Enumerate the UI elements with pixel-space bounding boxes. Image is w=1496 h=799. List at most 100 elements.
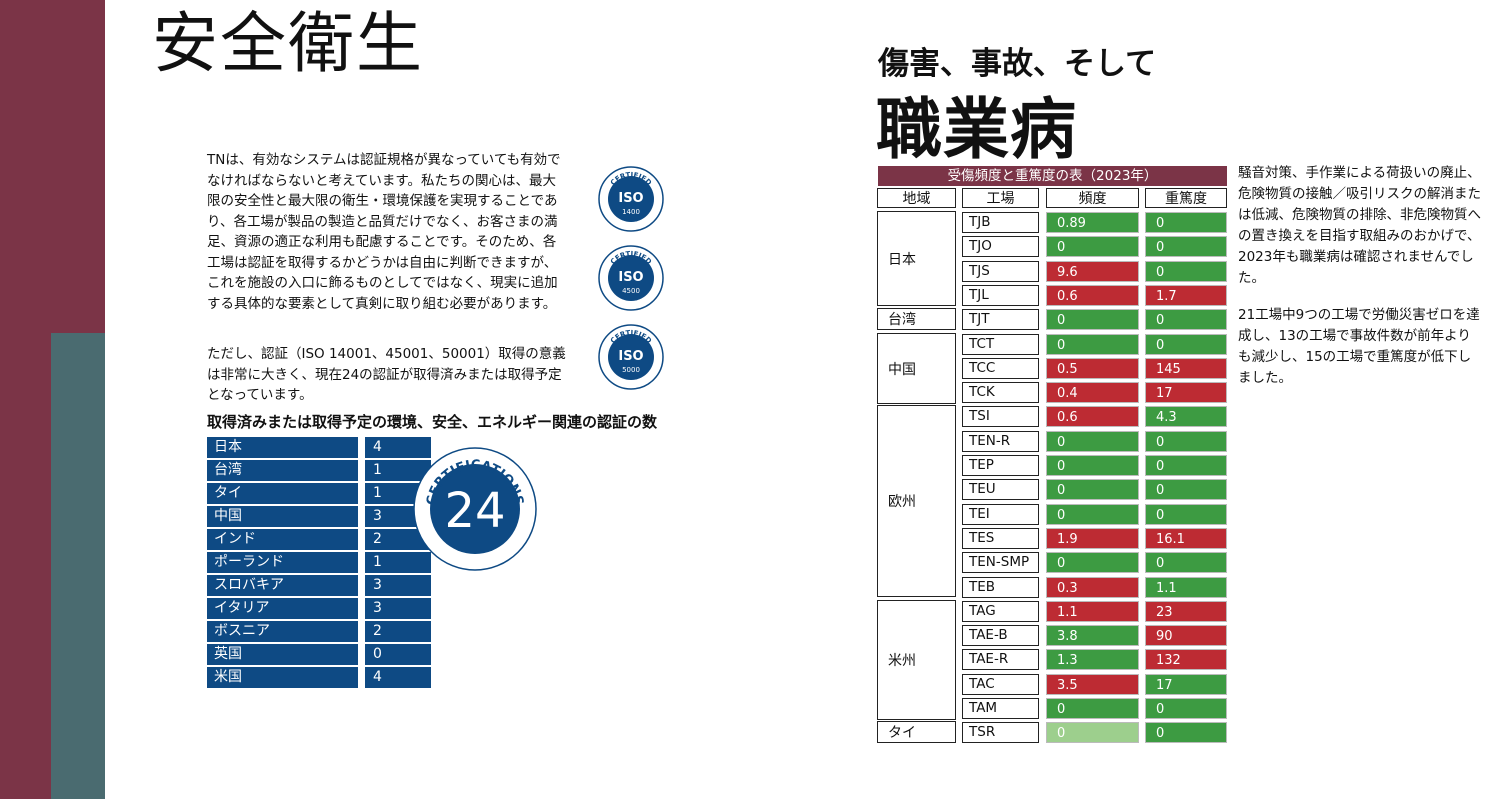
frequency-cell: 0: [1046, 334, 1139, 355]
frequency-cell: 0: [1046, 722, 1139, 743]
iso-badge-mid-text: ISO: [618, 349, 643, 364]
frequency-cell: 3.8: [1046, 625, 1139, 646]
frequency-cell: 0: [1046, 455, 1139, 476]
plant-cell: TAC: [962, 674, 1039, 695]
cert-country: 台湾: [207, 460, 358, 481]
cert-count: 4: [365, 667, 431, 688]
frequency-cell: 3.5: [1046, 674, 1139, 695]
plant-cell: TES: [962, 528, 1039, 549]
cert-country: スロバキア: [207, 575, 358, 596]
severity-cell: 0: [1145, 455, 1227, 476]
header-plant: 工場: [962, 188, 1039, 208]
header-severity: 重篤度: [1145, 188, 1227, 208]
page-title: 安全衛生: [152, 5, 424, 82]
plant-cell: TCT: [962, 334, 1039, 355]
plant-cell: TJT: [962, 309, 1039, 330]
iso-badge-number: 4500: [622, 287, 640, 295]
frequency-cell: 0: [1046, 504, 1139, 525]
plant-cell: TEP: [962, 455, 1039, 476]
cert-count: 0: [365, 644, 431, 665]
severity-cell: 0: [1145, 334, 1227, 355]
frequency-cell: 0.5: [1046, 358, 1139, 379]
certifications-heading: 取得済みまたは取得予定の環境、安全、エネルギー関連の認証の数: [207, 413, 658, 431]
injury-table-title: 受傷頻度と重篤度の表（2023年）: [878, 166, 1227, 186]
severity-cell: 1.1: [1145, 577, 1227, 598]
severity-cell: 23: [1145, 601, 1227, 622]
plant-cell: TAM: [962, 698, 1039, 719]
plant-cell: TJB: [962, 212, 1039, 233]
plant-cell: TEB: [962, 577, 1039, 598]
cert-row: タイ 1: [207, 483, 431, 506]
frequency-cell: 0: [1046, 552, 1139, 573]
iso-badge-number: 1400: [622, 208, 640, 216]
severity-cell: 0: [1145, 309, 1227, 330]
cert-row: 日本 4: [207, 437, 431, 460]
region-cell: タイ: [877, 721, 956, 743]
frequency-cell: 1.9: [1046, 528, 1139, 549]
header-region: 地域: [877, 188, 956, 208]
iso-badge-number: 5000: [622, 366, 640, 374]
frequency-cell: 0.6: [1046, 285, 1139, 306]
cert-country: ポーランド: [207, 552, 358, 573]
cert-country: 米国: [207, 667, 358, 688]
cert-row: 米国 4: [207, 667, 431, 690]
cert-count: 3: [365, 575, 431, 596]
cert-count: 1: [365, 552, 431, 573]
plant-cell: TCC: [962, 358, 1039, 379]
frequency-cell: 0: [1046, 309, 1139, 330]
cert-row: 中国 3: [207, 506, 431, 529]
cert-country: 中国: [207, 506, 358, 527]
severity-cell: 1.7: [1145, 285, 1227, 306]
severity-cell: 0: [1145, 212, 1227, 233]
frequency-cell: 9.6: [1046, 261, 1139, 282]
region-cell: 欧州: [877, 405, 956, 597]
cert-row: イタリア 3: [207, 598, 431, 621]
region-cell: 中国: [877, 333, 956, 404]
iso-5000-badge-icon: CERTIFIED ISO 5000: [598, 324, 664, 390]
cert-count: 2: [365, 621, 431, 642]
frequency-cell: 0.4: [1046, 382, 1139, 403]
severity-cell: 0: [1145, 479, 1227, 500]
region-cell: 米州: [877, 600, 956, 720]
frequency-cell: 1.3: [1046, 649, 1139, 670]
severity-cell: 0: [1145, 431, 1227, 452]
cert-country: タイ: [207, 483, 358, 504]
iso-badge-mid-text: ISO: [618, 270, 643, 285]
iso-badge-mid-text: ISO: [618, 191, 643, 206]
iso-4500-badge-icon: CERTIFIED ISO 4500: [598, 245, 664, 311]
cert-row: インド 2: [207, 529, 431, 552]
badge-number: 24: [444, 483, 505, 539]
cert-country: 日本: [207, 437, 358, 458]
cert-count: 1: [365, 460, 431, 481]
plant-cell: TAE-B: [962, 625, 1039, 646]
severity-cell: 0: [1145, 698, 1227, 719]
cert-country: インド: [207, 529, 358, 550]
intro-paragraph: TNは、有効なシステムは認証規格が異なっていても有効でなければならないと考えてい…: [207, 152, 561, 312]
plant-cell: TEI: [962, 504, 1039, 525]
cert-count: 4: [365, 437, 431, 458]
cert-count: 2: [365, 529, 431, 550]
cert-row: スロバキア 3: [207, 575, 431, 598]
severity-cell: 0: [1145, 236, 1227, 257]
cert-country: 英国: [207, 644, 358, 665]
section-subtitle: 傷害、事故、そして: [878, 46, 1157, 82]
iso-1400-badge-icon: CERTIFIED ISO 1400: [598, 166, 664, 232]
frequency-cell: 0: [1046, 431, 1139, 452]
frequency-cell: 0: [1046, 698, 1139, 719]
certifications-table: 日本 4 台湾 1 タイ 1 中国 3 インド 2 ポーランド 1 スロバキア 3 イタリア 3 ボスニア 2 英国…: [207, 437, 431, 690]
plant-cell: TJO: [962, 236, 1039, 257]
plant-cell: TJL: [962, 285, 1039, 306]
frequency-cell: 1.1: [1046, 601, 1139, 622]
plant-cell: TEU: [962, 479, 1039, 500]
cert-count: 3: [365, 598, 431, 619]
region-cell: 日本: [877, 211, 956, 306]
section-title: 職業病: [876, 91, 1077, 168]
plant-cell: TAG: [962, 601, 1039, 622]
severity-cell: 90: [1145, 625, 1227, 646]
frequency-cell: 0.6: [1046, 406, 1139, 427]
severity-cell: 132: [1145, 649, 1227, 670]
region-cell: 台湾: [877, 308, 956, 330]
certifications-24-badge-icon: CERTIFICATIONS 24: [413, 447, 537, 571]
severity-cell: 145: [1145, 358, 1227, 379]
cert-row: ポーランド 1: [207, 552, 431, 575]
